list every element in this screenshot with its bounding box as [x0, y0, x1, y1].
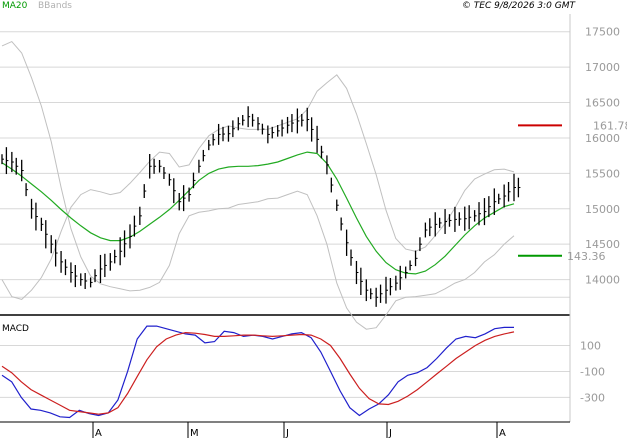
price-y-tick: 15500 — [585, 167, 620, 180]
month-label: J — [285, 428, 289, 439]
price-grid — [0, 31, 570, 298]
macd-y-tick: -300 — [580, 391, 605, 404]
ma20-legend: MA20 — [2, 1, 28, 11]
month-label: A — [95, 428, 102, 439]
source-label: © TEC 9/8/2026 3:0 GMT — [462, 1, 577, 11]
macd-grid — [0, 345, 570, 398]
month-label: A — [499, 428, 506, 439]
bband-lower — [1, 74, 515, 300]
macd-title: MACD — [2, 324, 29, 334]
price-y-tick: 17500 — [585, 26, 620, 39]
price-y-tick: 15000 — [585, 203, 620, 216]
price-y-axis: 17500 17000 16500 16000 15500 15000 14500 14000 — [585, 26, 620, 287]
month-label: M — [190, 428, 199, 439]
macd-signal-line — [1, 331, 515, 415]
month-label: J — [388, 428, 392, 439]
support-label: 143.36 — [567, 250, 606, 263]
price-y-tick: 14500 — [585, 238, 620, 251]
price-bars — [1, 106, 521, 307]
header-legend: MA20 BBands © TEC 9/8/2026 3:0 GMT — [2, 1, 576, 11]
bband-upper — [1, 40, 515, 330]
macd-lines — [1, 325, 515, 419]
price-y-tick: 14000 — [585, 274, 620, 287]
price-y-tick: 16000 — [585, 132, 620, 145]
macd-y-tick: 100 — [580, 340, 601, 353]
resistance-label: 161.78 — [593, 119, 627, 132]
price-y-tick: 16500 — [585, 97, 620, 110]
ma20-layer — [1, 151, 515, 275]
support-marker: 143.36 — [518, 250, 606, 263]
macd-y-axis: 100 -100 -300 — [580, 340, 605, 405]
bollinger-bands — [1, 40, 515, 330]
ma20-line — [1, 151, 515, 275]
bbands-legend: BBands — [38, 1, 72, 11]
macd-y-tick: -100 — [580, 365, 605, 378]
resistance-marker: 161.78 — [518, 119, 627, 132]
price-y-tick: 17000 — [585, 61, 620, 74]
